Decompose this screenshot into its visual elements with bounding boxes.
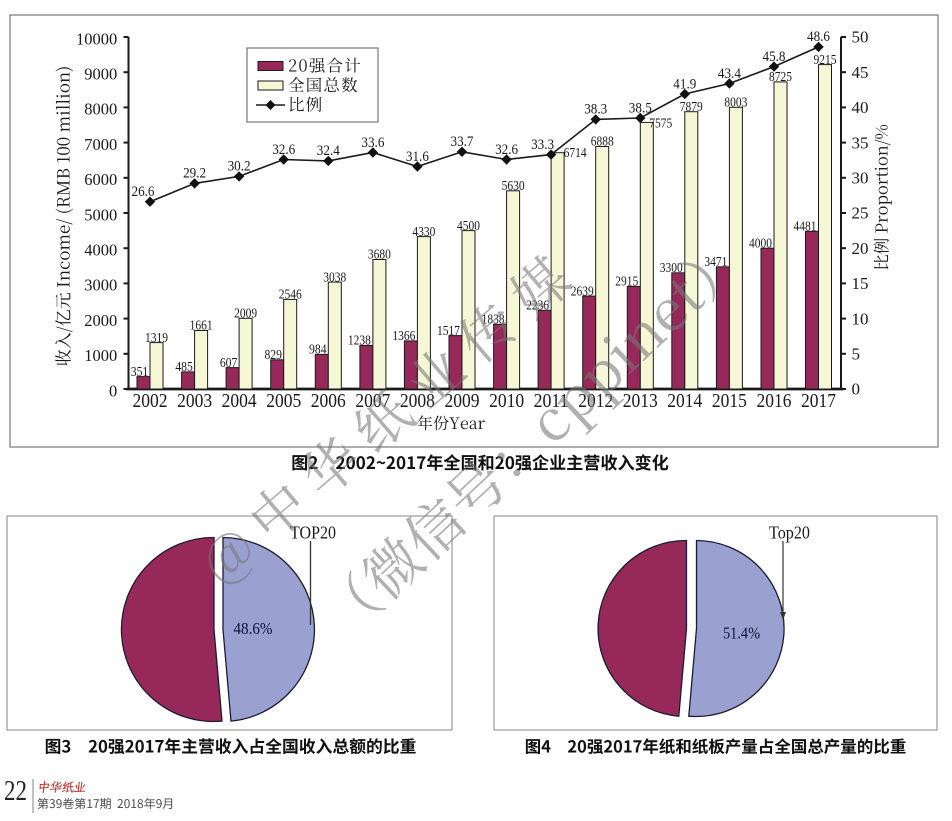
svg-text:48.6: 48.6 <box>807 29 830 45</box>
svg-text:2005: 2005 <box>266 391 301 412</box>
svg-text:20: 20 <box>852 239 869 258</box>
svg-text:33.6: 33.6 <box>361 135 384 151</box>
svg-text:3300: 3300 <box>660 261 683 276</box>
svg-text:6714: 6714 <box>564 146 587 161</box>
svg-text:35: 35 <box>852 133 869 152</box>
svg-text:2002: 2002 <box>133 391 168 412</box>
svg-text:10: 10 <box>852 309 869 328</box>
svg-text:1517: 1517 <box>437 324 460 339</box>
svg-text:TOP20: TOP20 <box>290 523 336 543</box>
svg-text:4000: 4000 <box>84 241 117 260</box>
svg-text:Top20: Top20 <box>769 523 810 543</box>
svg-text:3471: 3471 <box>704 255 727 270</box>
svg-text:9000: 9000 <box>84 65 117 84</box>
svg-text:30.2: 30.2 <box>228 159 251 175</box>
svg-text:829: 829 <box>264 348 282 363</box>
svg-text:25: 25 <box>852 204 869 223</box>
svg-text:2017: 2017 <box>801 391 836 412</box>
svg-text:2639: 2639 <box>571 284 594 299</box>
svg-text:6000: 6000 <box>84 170 117 189</box>
svg-text:7000: 7000 <box>84 135 117 154</box>
svg-text:1366: 1366 <box>392 329 415 344</box>
svg-text:2004: 2004 <box>222 391 257 412</box>
svg-text:4000: 4000 <box>749 236 772 251</box>
svg-text:22: 22 <box>4 776 27 807</box>
svg-text:2016: 2016 <box>757 391 792 412</box>
svg-text:45: 45 <box>852 63 869 82</box>
svg-text:31.6: 31.6 <box>406 149 429 165</box>
svg-text:1238: 1238 <box>348 334 371 349</box>
svg-text:485: 485 <box>175 360 193 375</box>
svg-text:1319: 1319 <box>145 331 168 346</box>
svg-text:5000: 5000 <box>84 205 117 224</box>
svg-text:41.9: 41.9 <box>673 76 696 92</box>
svg-text:607: 607 <box>220 356 238 371</box>
svg-text:3000: 3000 <box>84 276 117 295</box>
svg-text:2000: 2000 <box>84 311 117 330</box>
svg-text:5: 5 <box>852 345 861 364</box>
svg-text:3680: 3680 <box>368 248 391 263</box>
svg-text:2011: 2011 <box>534 391 569 412</box>
svg-text:8003: 8003 <box>724 96 747 111</box>
svg-text:351: 351 <box>131 365 149 380</box>
svg-text:7575: 7575 <box>649 116 672 131</box>
svg-text:1000: 1000 <box>84 346 117 365</box>
svg-text:6888: 6888 <box>591 135 614 150</box>
svg-text:32.6: 32.6 <box>495 142 518 158</box>
svg-text:40: 40 <box>852 98 869 117</box>
svg-text:2014: 2014 <box>667 391 702 412</box>
svg-text:10000: 10000 <box>76 29 117 48</box>
svg-text:2003: 2003 <box>177 391 212 412</box>
svg-text:7879: 7879 <box>680 100 703 115</box>
svg-text:2013: 2013 <box>623 391 658 412</box>
svg-text:4330: 4330 <box>412 225 435 240</box>
svg-text:4481: 4481 <box>794 220 817 235</box>
svg-text:5630: 5630 <box>502 179 525 194</box>
svg-text:2009: 2009 <box>445 391 480 412</box>
svg-text:2010: 2010 <box>489 391 524 412</box>
svg-text:38.5: 38.5 <box>629 100 652 116</box>
svg-text:0: 0 <box>109 381 117 400</box>
svg-text:33.7: 33.7 <box>451 134 474 150</box>
svg-text:26.6: 26.6 <box>132 184 155 200</box>
svg-text:4500: 4500 <box>457 219 480 234</box>
svg-text:48.6%: 48.6% <box>234 619 273 638</box>
svg-text:43.4: 43.4 <box>718 66 741 82</box>
svg-text:2915: 2915 <box>615 275 638 290</box>
svg-text:3038: 3038 <box>323 270 346 285</box>
svg-text:2006: 2006 <box>311 391 346 412</box>
svg-text:8000: 8000 <box>84 100 117 119</box>
svg-text:32.6: 32.6 <box>272 142 295 158</box>
svg-text:50: 50 <box>852 28 869 47</box>
svg-text:984: 984 <box>309 343 327 358</box>
svg-text:0: 0 <box>852 380 861 399</box>
svg-text:1661: 1661 <box>190 319 213 334</box>
svg-text:45.8: 45.8 <box>763 49 786 65</box>
svg-text:32.4: 32.4 <box>317 143 340 159</box>
svg-text:51.4%: 51.4% <box>723 624 760 643</box>
svg-text:38.3: 38.3 <box>584 102 607 118</box>
svg-text:30: 30 <box>852 169 869 188</box>
svg-text:29.2: 29.2 <box>183 166 206 182</box>
svg-text:9215: 9215 <box>814 53 837 68</box>
svg-text:2546: 2546 <box>279 288 302 303</box>
svg-text:15: 15 <box>852 274 869 293</box>
svg-text:2015: 2015 <box>712 391 747 412</box>
svg-text:2007: 2007 <box>355 391 390 412</box>
svg-text:33.3: 33.3 <box>531 137 554 153</box>
svg-text:2008: 2008 <box>400 391 435 412</box>
svg-text:2009: 2009 <box>234 307 257 322</box>
svg-text:8725: 8725 <box>769 70 792 85</box>
